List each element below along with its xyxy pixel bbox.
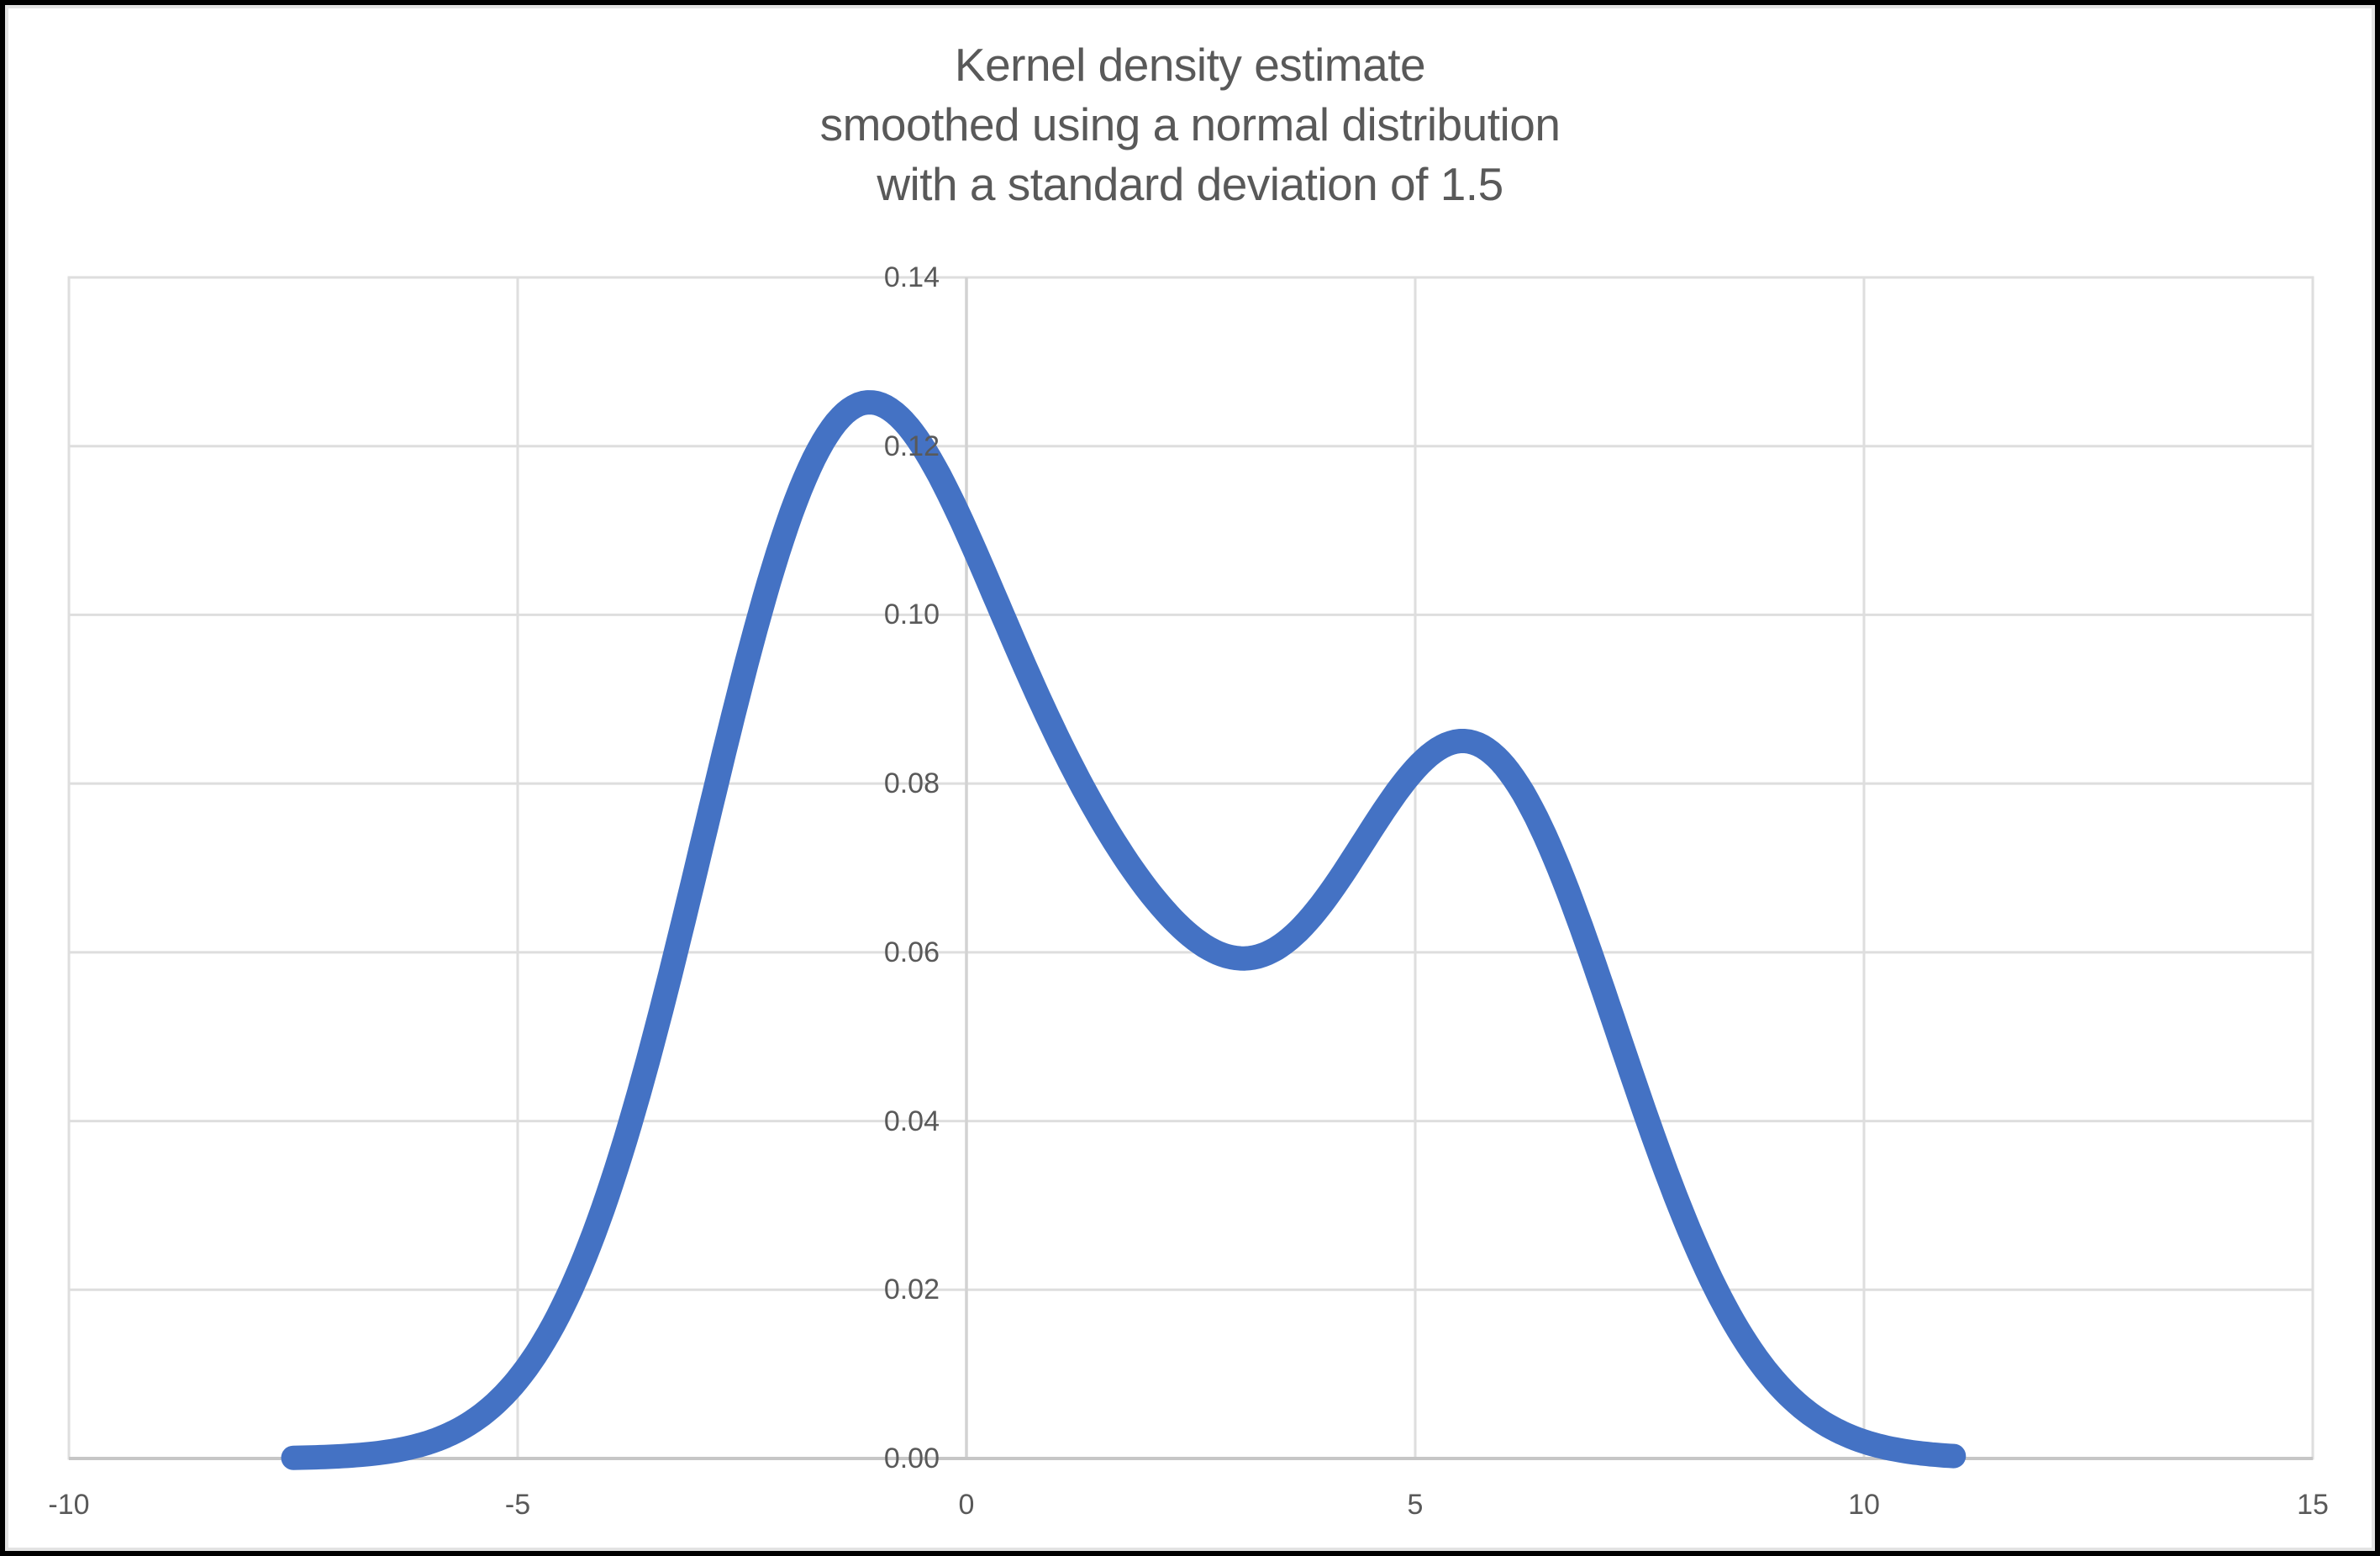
chart-frame: [5, 5, 2375, 1551]
y-axis-tick-label: 0.00: [883, 1443, 940, 1474]
chart-title: Kernel density estimate smoothed using a…: [0, 35, 2380, 214]
x-axis-tick-label: 5: [1407, 1489, 1424, 1521]
y-axis-tick-label: 0.10: [883, 599, 940, 631]
x-axis-tick-label: 10: [1848, 1489, 1880, 1521]
plot-border: [67, 276, 2314, 1460]
x-axis-tick-label: -5: [504, 1489, 531, 1521]
y-axis-tick-label: 0.08: [883, 767, 940, 800]
y-axis-tick-label: 0.04: [883, 1105, 940, 1137]
y-axis-tick-label: 0.06: [883, 936, 940, 968]
x-axis-tick-label: 0: [958, 1489, 975, 1521]
x-axis-tick-label: 15: [2297, 1489, 2329, 1521]
x-axis-tick-label: -10: [48, 1489, 90, 1521]
chart-title-line-1: Kernel density estimate: [954, 39, 1426, 91]
chart-title-line-3: with a standard deviation of 1.5: [877, 158, 1503, 210]
y-axis-tick-label: 0.14: [883, 261, 940, 293]
y-axis-tick-label: 0.02: [883, 1274, 940, 1306]
chart-title-line-2: smoothed using a normal distribution: [819, 98, 1561, 150]
y-axis-tick-label: 0.12: [883, 430, 940, 462]
kde-curve: [281, 390, 1967, 1470]
